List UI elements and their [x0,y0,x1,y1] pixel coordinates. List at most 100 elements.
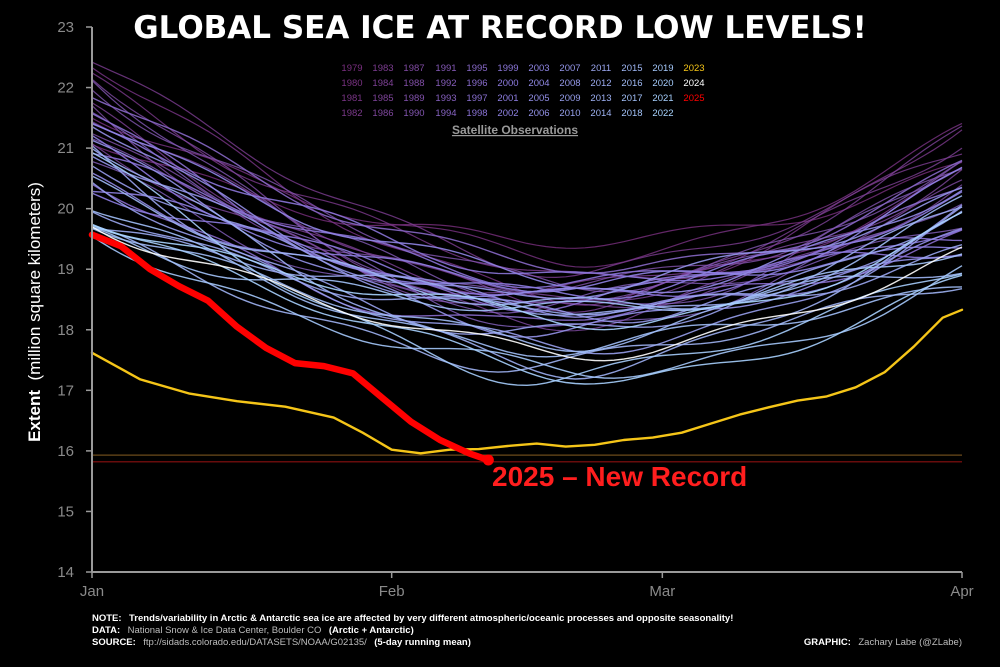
y-tick-label: 22 [57,80,74,97]
y-tick-label: 14 [57,564,74,581]
legend-year-1998: 1998 [466,108,487,119]
series-line-2004 [91,172,963,298]
x-ticks-group: Jan Feb Mar Apr [80,572,974,600]
legend-year-1979: 1979 [341,63,362,74]
x-tick-label: Apr [950,583,973,600]
legend-year-2013: 2013 [590,93,611,104]
legend-year-1994: 1994 [435,108,456,119]
footer-source-text: ftp://sidads.colorado.edu/DATASETS/NOAA/… [143,637,367,648]
legend-year-1982: 1982 [341,108,362,119]
legend-year-2004: 2004 [528,78,549,89]
y-axis-label-units: (million square kilometers) [25,182,44,380]
y-tick-label: 18 [57,322,74,339]
legend-year-1986: 1986 [372,108,393,119]
series-line-2023 [90,308,964,455]
y-tick-label: 23 [57,19,74,36]
footer-note-text: Trends/variability in Arctic & Antarctic… [129,613,733,624]
series-line-2025 [88,231,492,464]
series-line-2017 [91,210,963,358]
legend-year-2019: 2019 [652,63,673,74]
series-line-1983 [91,61,963,279]
y-tick-label: 20 [57,201,74,218]
legend-year-2011: 2011 [591,63,611,74]
legend-year-1992: 1992 [435,78,456,89]
legend-year-2021: 2021 [652,93,673,104]
legend-year-2012: 2012 [590,78,611,89]
legend-year-1987: 1987 [403,63,424,74]
legend-year-1984: 1984 [372,78,393,89]
legend-year-2006: 2006 [528,108,549,119]
series-endpoint-2025 [482,454,494,466]
legend-year-1981: 1981 [341,93,362,104]
series-line-1995 [91,96,963,275]
y-tick-label: 21 [57,140,74,157]
legend-year-2023: 2023 [683,63,704,74]
legend-year-2010: 2010 [559,108,580,119]
legend-year-2007: 2007 [559,63,580,74]
footer-data: DATA: National Snow & Ice Data Center, B… [92,620,414,637]
legend-year-2014: 2014 [590,108,611,119]
legend-year-2017: 2017 [621,93,642,104]
legend-year-2000: 2000 [497,78,518,89]
footer-graphic-label: GRAPHIC: [804,637,851,648]
legend: 1979 1983 1987 1991 1995 1999 2003 2007 2011 2015… [341,63,704,119]
series-line-1999 [91,123,963,282]
footer-data-extra: (Arctic + Antarctic) [329,625,414,636]
x-tick-label: Feb [379,583,405,600]
legend-year-2025: 2025 [683,93,704,104]
legend-year-1993: 1993 [435,93,456,104]
footer-graphic-text: Zachary Labe (@ZLabe) [858,637,962,648]
series-line-1993 [91,160,963,314]
y-ticks-group: 14 15 16 17 18 19 20 21 22 23 [57,19,92,581]
y-tick-label: 16 [57,443,74,460]
legend-year-1996: 1996 [466,78,487,89]
series-line-2007 [91,155,963,300]
legend-year-2016: 2016 [621,78,642,89]
legend-year-1983: 1983 [372,63,393,74]
legend-year-1985: 1985 [372,93,393,104]
y-tick-label: 15 [57,503,74,520]
legend-year-1995: 1995 [466,63,487,74]
series-line-2013 [91,148,963,380]
footer-data-text: National Snow & Ice Data Center, Boulder… [128,625,322,636]
highlight-series-group [88,231,964,466]
legend-year-2002: 2002 [497,108,518,119]
background-series-group [91,61,963,387]
series-line-1991 [91,79,963,302]
legend-year-1988: 1988 [403,78,424,89]
series-line-2002 [91,190,963,293]
legend-year-1999: 1999 [497,63,518,74]
y-axis-label-bold: Extent [25,390,44,442]
x-tick-label: Mar [649,583,675,600]
legend-year-2018: 2018 [621,108,642,119]
reference-lines-group [92,454,962,463]
legend-year-2009: 2009 [559,93,580,104]
footer-note-label: NOTE: [92,613,122,624]
series-line-1998 [91,152,963,289]
legend-title: Satellite Observations [452,123,578,137]
series-line-2011 [91,211,963,316]
series-line-2015 [91,175,963,310]
y-axis-label: Extent (million square kilometers) [25,182,44,442]
legend-year-2024: 2024 [683,78,704,89]
legend-year-2005: 2005 [528,93,549,104]
series-line-2022 [91,211,963,331]
x-tick-label: Jan [80,583,104,600]
y-tick-label: 17 [57,382,74,399]
chart-title: GLOBAL SEA ICE AT RECORD LOW LEVELS! [133,10,867,46]
series-line-1980 [91,117,963,268]
legend-year-1991: 1991 [435,63,456,74]
axes-group [91,27,962,573]
series-line-2019 [91,235,963,379]
series-line-2018 [91,226,963,312]
legend-year-2015: 2015 [621,63,642,74]
footer-graphic: GRAPHIC: Zachary Labe (@ZLabe) [804,632,962,649]
legend-year-2020: 2020 [652,78,673,89]
record-annotation: 2025 – New Record [492,461,747,492]
y-tick-label: 19 [57,261,74,278]
legend-year-1990: 1990 [403,108,424,119]
legend-year-2001: 2001 [497,93,518,104]
legend-year-2022: 2022 [652,108,673,119]
series-line-2008 [91,165,963,324]
series-line-2024 [91,226,963,362]
